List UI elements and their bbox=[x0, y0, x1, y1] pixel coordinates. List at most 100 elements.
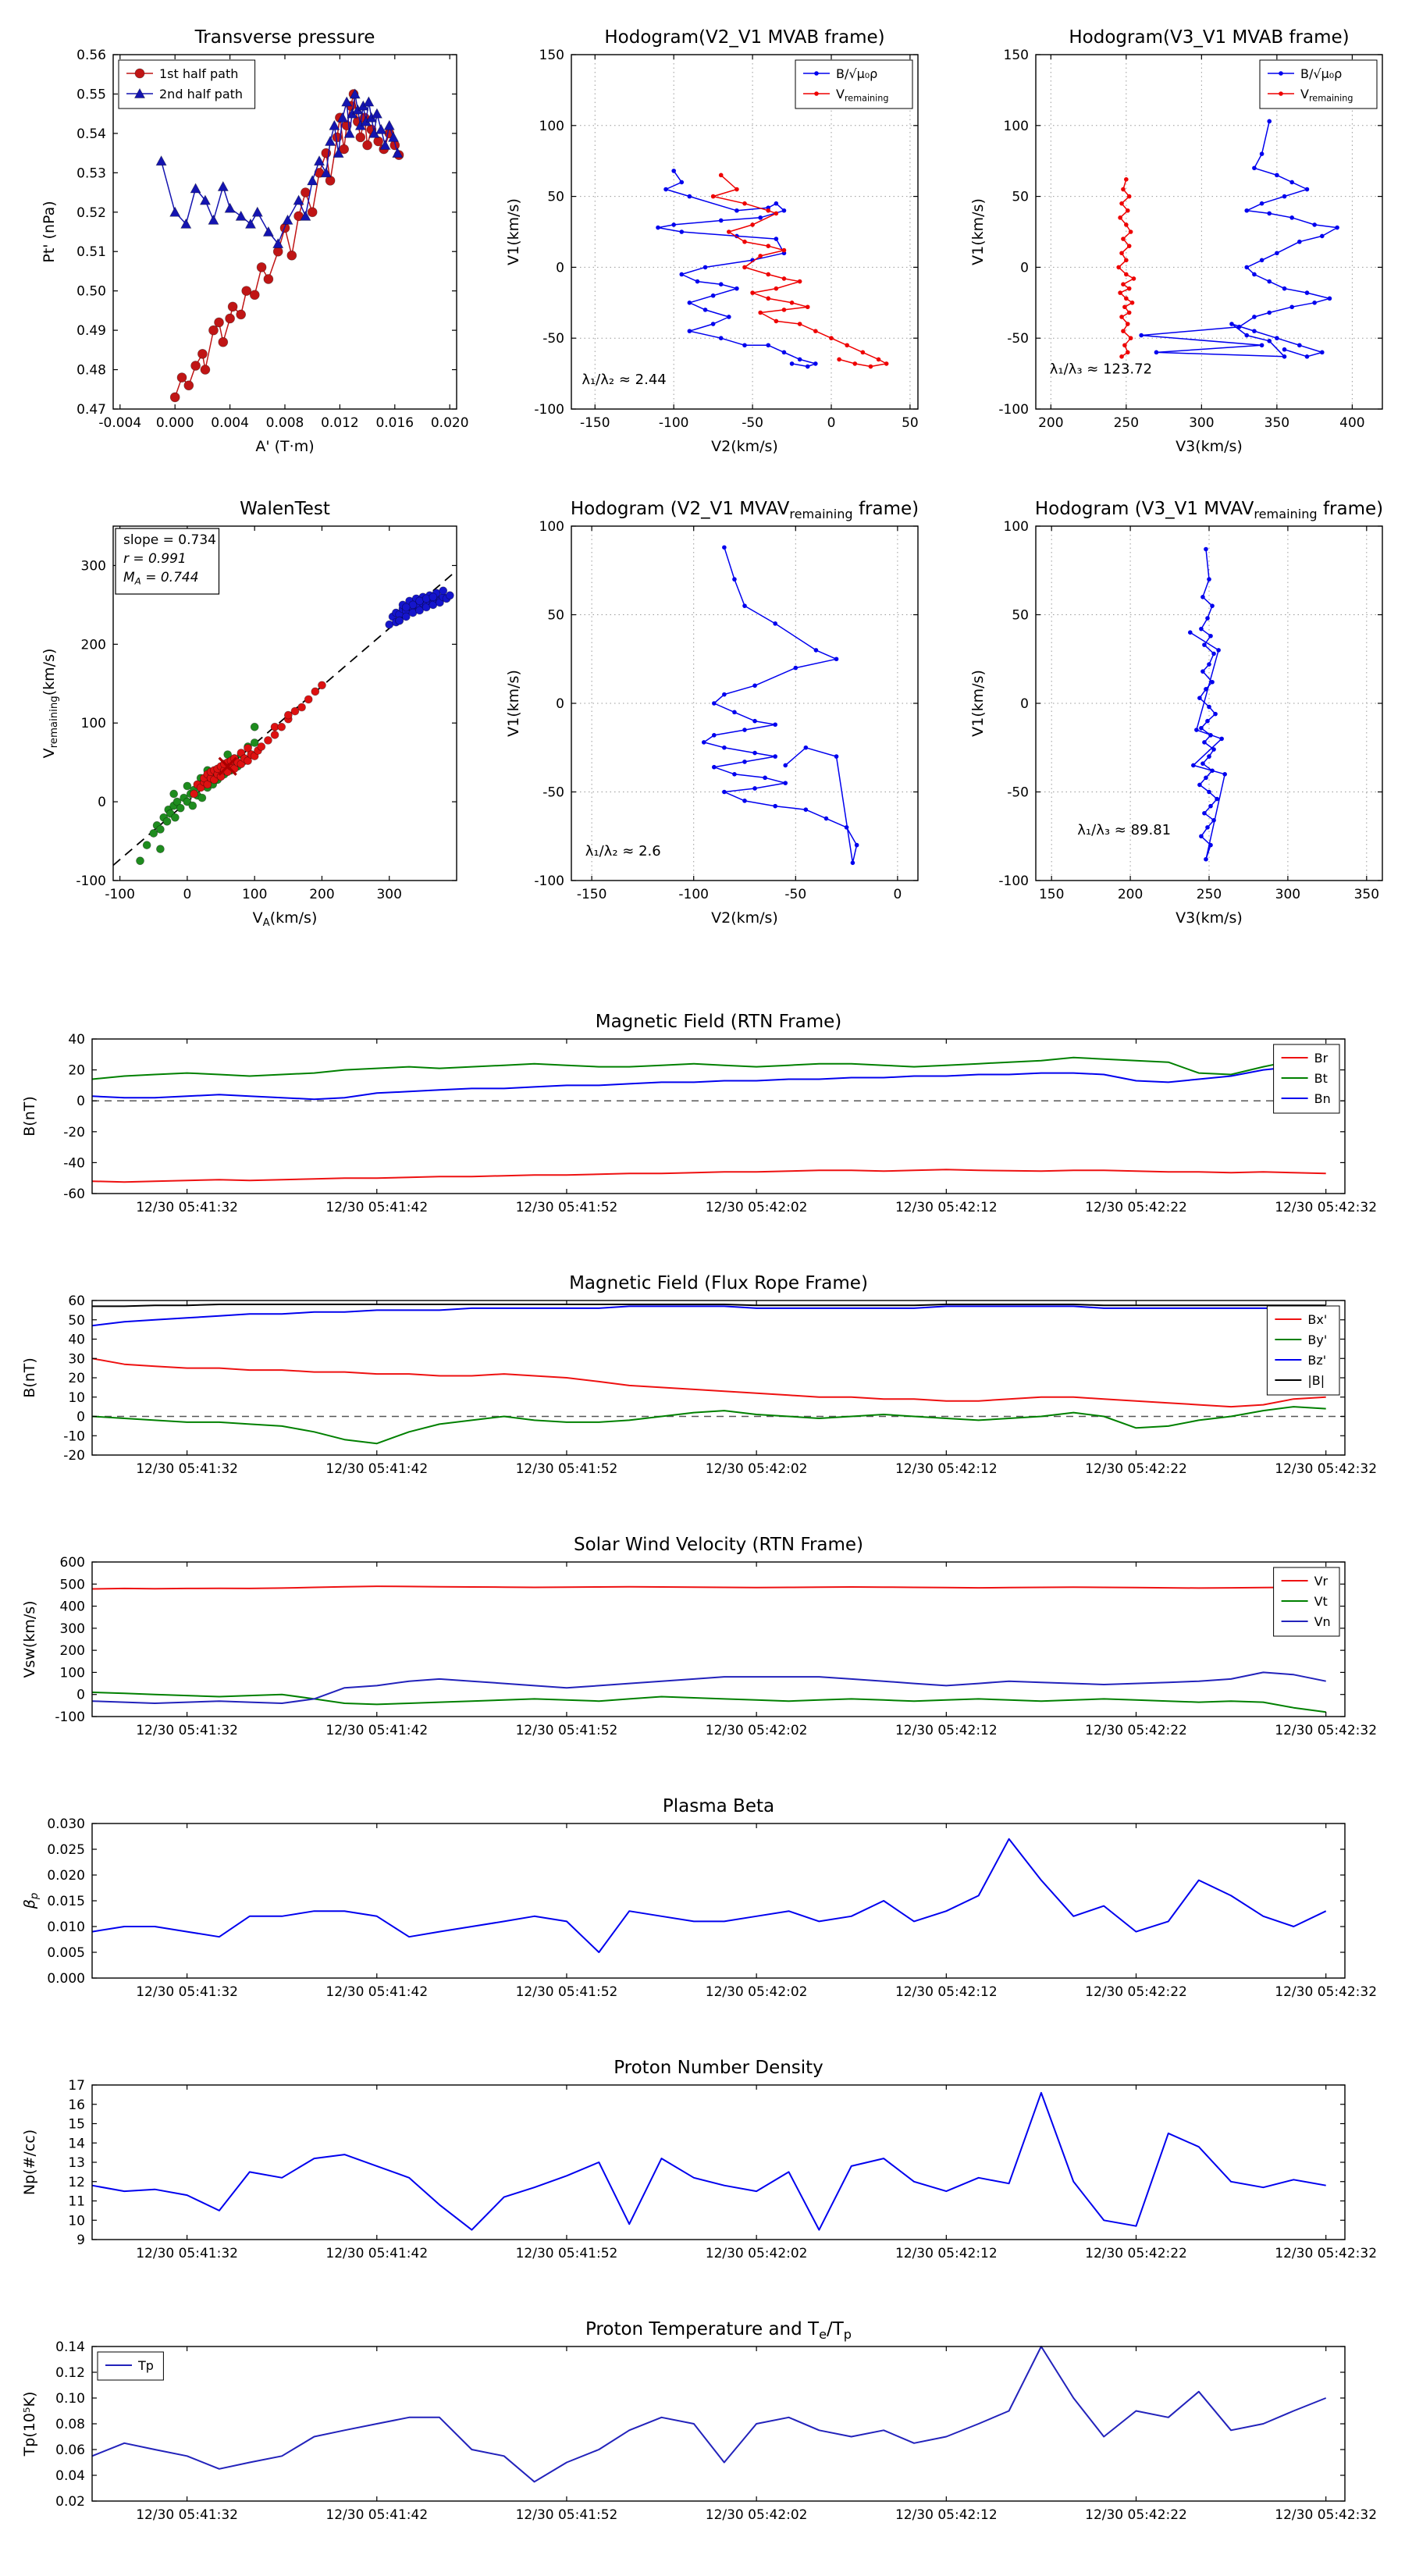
svg-text:12/30 05:42:22: 12/30 05:42:22 bbox=[1085, 1984, 1187, 2000]
svg-text:500: 500 bbox=[60, 1577, 85, 1592]
svg-text:12/30 05:42:22: 12/30 05:42:22 bbox=[1085, 2507, 1187, 2523]
svg-text:12/30 05:42:02: 12/30 05:42:02 bbox=[706, 1200, 808, 1215]
svg-text:12/30 05:41:42: 12/30 05:41:42 bbox=[325, 2507, 428, 2523]
chart-magnetic-field-rtn: 12/30 05:41:32 12/30 05:41:42 12/30 05:41:… bbox=[16, 1003, 1393, 1239]
svg-text:350: 350 bbox=[1264, 415, 1289, 431]
svg-text:slope = 0.734: slope = 0.734 bbox=[123, 532, 216, 548]
svg-text:V2(km/s): V2(km/s) bbox=[711, 909, 778, 927]
svg-text:0.14: 0.14 bbox=[55, 2339, 85, 2355]
svg-text:9: 9 bbox=[76, 2233, 85, 2248]
svg-text:WalenTest: WalenTest bbox=[240, 499, 330, 519]
svg-text:12/30 05:41:52: 12/30 05:41:52 bbox=[516, 2507, 618, 2523]
svg-text:12/30 05:42:22: 12/30 05:42:22 bbox=[1085, 1461, 1187, 1477]
svg-text:0.04: 0.04 bbox=[55, 2468, 85, 2484]
svg-text:r = 0.991: r = 0.991 bbox=[123, 551, 187, 567]
svg-text:0.10: 0.10 bbox=[55, 2391, 85, 2407]
svg-text:VA(km/s): VA(km/s) bbox=[253, 909, 318, 929]
svg-text:12: 12 bbox=[68, 2175, 85, 2190]
svg-text:12/30 05:42:12: 12/30 05:42:12 bbox=[895, 1461, 998, 1477]
svg-text:12/30 05:42:02: 12/30 05:42:02 bbox=[706, 2507, 808, 2523]
svg-text:-100: -100 bbox=[678, 887, 709, 902]
svg-text:0.48: 0.48 bbox=[76, 363, 106, 379]
svg-text:12/30 05:42:02: 12/30 05:42:02 bbox=[706, 1984, 808, 2000]
svg-text:Solar Wind Velocity (RTN Frame: Solar Wind Velocity (RTN Frame) bbox=[574, 1535, 863, 1555]
svg-text:Plasma Beta: Plasma Beta bbox=[663, 1796, 774, 1816]
svg-text:200: 200 bbox=[1038, 415, 1063, 431]
svg-text:0.47: 0.47 bbox=[76, 402, 106, 418]
svg-text:A' (T·m): A' (T·m) bbox=[255, 438, 314, 455]
svg-text:0.025: 0.025 bbox=[47, 1842, 85, 1858]
svg-text:12/30 05:42:12: 12/30 05:42:12 bbox=[895, 1200, 998, 1215]
svg-text:0: 0 bbox=[76, 1094, 85, 1109]
svg-text:300: 300 bbox=[376, 887, 401, 902]
chart-magnetic-field-flux-rope: 12/30 05:41:32 12/30 05:41:42 12/30 05:41:… bbox=[16, 1265, 1393, 1500]
svg-text:40: 40 bbox=[68, 1032, 85, 1048]
svg-text:400: 400 bbox=[60, 1599, 85, 1615]
svg-text:100: 100 bbox=[539, 519, 564, 535]
svg-text:12/30 05:41:52: 12/30 05:41:52 bbox=[516, 1984, 618, 2000]
svg-text:-100: -100 bbox=[55, 1710, 85, 1725]
svg-text:0.02: 0.02 bbox=[55, 2494, 85, 2510]
svg-text:0.52: 0.52 bbox=[76, 205, 106, 221]
svg-text:300: 300 bbox=[1275, 887, 1300, 902]
svg-text:Proton Number Density: Proton Number Density bbox=[614, 2058, 823, 2078]
svg-text:Br: Br bbox=[1314, 1051, 1329, 1066]
svg-text:Hodogram (V2_V1 MVAVremaining: Hodogram (V2_V1 MVAVremaining frame) bbox=[571, 499, 919, 521]
svg-text:Vremaining: Vremaining bbox=[836, 87, 888, 104]
svg-text:12/30 05:42:02: 12/30 05:42:02 bbox=[706, 1461, 808, 1477]
svg-text:300: 300 bbox=[1189, 415, 1214, 431]
svg-text:Tp(10⁵K): Tp(10⁵K) bbox=[21, 2392, 38, 2457]
svg-text:250: 250 bbox=[1114, 415, 1139, 431]
chart-proton-number-density: 12/30 05:41:32 12/30 05:41:42 12/30 05:41:… bbox=[16, 2049, 1393, 2285]
svg-text:0.51: 0.51 bbox=[76, 244, 106, 260]
svg-text:12/30 05:42:02: 12/30 05:42:02 bbox=[706, 1723, 808, 1738]
svg-text:-50: -50 bbox=[1007, 785, 1029, 801]
svg-text:-0.004: -0.004 bbox=[98, 415, 141, 431]
svg-text:150: 150 bbox=[539, 48, 564, 63]
svg-text:|B|: |B| bbox=[1307, 1373, 1325, 1388]
svg-text:0.50: 0.50 bbox=[76, 284, 106, 300]
svg-text:V3(km/s): V3(km/s) bbox=[1176, 909, 1243, 927]
svg-text:B/√μ₀ρ: B/√μ₀ρ bbox=[836, 66, 877, 81]
svg-text:Bn: Bn bbox=[1314, 1091, 1331, 1106]
svg-text:0.015: 0.015 bbox=[47, 1894, 85, 1909]
svg-text:12/30 05:41:42: 12/30 05:41:42 bbox=[325, 1461, 428, 1477]
svg-text:-150: -150 bbox=[580, 415, 610, 431]
svg-text:λ₁/λ₂ ≈ 2.44: λ₁/λ₂ ≈ 2.44 bbox=[582, 372, 666, 388]
svg-text:Proton Temperature and Te/Tp: Proton Temperature and Te/Tp bbox=[585, 2319, 852, 2342]
svg-text:βp: βp bbox=[21, 1893, 41, 1910]
svg-text:11: 11 bbox=[68, 2194, 85, 2210]
svg-text:0: 0 bbox=[76, 1688, 85, 1703]
svg-text:16: 16 bbox=[68, 2097, 85, 2113]
svg-text:Hodogram(V3_V1 MVAB frame): Hodogram(V3_V1 MVAB frame) bbox=[1069, 27, 1349, 48]
svg-text:0.030: 0.030 bbox=[47, 1816, 85, 1832]
svg-text:0.004: 0.004 bbox=[211, 415, 249, 431]
svg-text:0.56: 0.56 bbox=[76, 48, 106, 63]
svg-text:12/30 05:41:42: 12/30 05:41:42 bbox=[325, 2246, 428, 2261]
svg-text:Vn: Vn bbox=[1314, 1614, 1331, 1629]
svg-text:200: 200 bbox=[1118, 887, 1143, 902]
svg-text:12/30 05:42:32: 12/30 05:42:32 bbox=[1275, 1723, 1377, 1738]
svg-text:-50: -50 bbox=[542, 785, 564, 801]
svg-text:12/30 05:42:12: 12/30 05:42:12 bbox=[895, 2507, 998, 2523]
svg-text:12/30 05:42:32: 12/30 05:42:32 bbox=[1275, 1200, 1377, 1215]
svg-text:12/30 05:41:32: 12/30 05:41:32 bbox=[136, 1200, 238, 1215]
svg-text:300: 300 bbox=[81, 558, 106, 574]
svg-text:100: 100 bbox=[81, 716, 106, 731]
svg-text:-50: -50 bbox=[742, 415, 763, 431]
svg-text:12/30 05:42:22: 12/30 05:42:22 bbox=[1085, 2246, 1187, 2261]
svg-text:12/30 05:41:52: 12/30 05:41:52 bbox=[516, 2246, 618, 2261]
svg-text:200: 200 bbox=[309, 887, 334, 902]
svg-text:50: 50 bbox=[68, 1313, 85, 1329]
svg-text:0: 0 bbox=[556, 260, 564, 276]
svg-text:λ₁/λ₃ ≈ 89.81: λ₁/λ₃ ≈ 89.81 bbox=[1077, 822, 1171, 838]
chart-walen-test: -100 0 100 200 300 -100 0 100 200 300 WalenTest VA(… bbox=[35, 486, 469, 941]
svg-text:60: 60 bbox=[68, 1293, 85, 1309]
svg-text:12/30 05:42:32: 12/30 05:42:32 bbox=[1275, 2507, 1377, 2523]
svg-text:150: 150 bbox=[1039, 887, 1064, 902]
svg-text:-50: -50 bbox=[542, 331, 564, 347]
svg-text:20: 20 bbox=[68, 1371, 85, 1386]
svg-text:0: 0 bbox=[556, 696, 564, 712]
svg-text:600: 600 bbox=[60, 1555, 85, 1571]
svg-text:12/30 05:41:32: 12/30 05:41:32 bbox=[136, 1723, 238, 1738]
